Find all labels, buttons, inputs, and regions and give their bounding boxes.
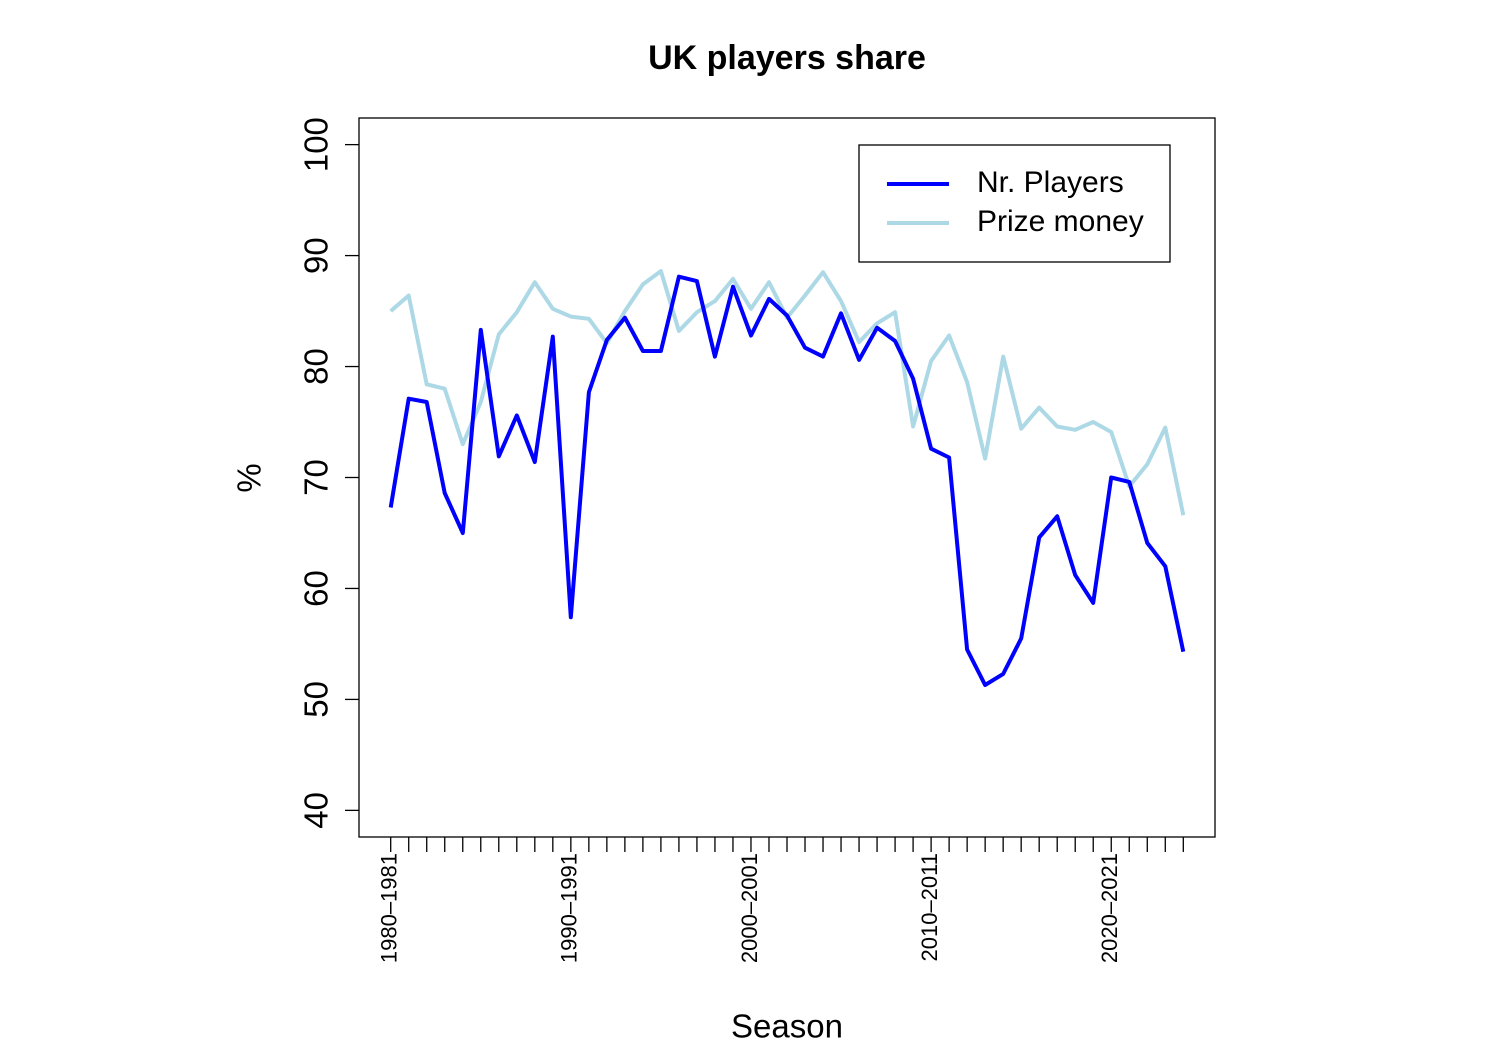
series-line [388, 274, 1186, 687]
x-tick-label: 1980–1981 [377, 853, 402, 963]
y-axis-label: % [231, 463, 268, 492]
series-line [389, 269, 1186, 516]
y-tick-label: 50 [298, 681, 335, 718]
x-axis-label: Season [731, 1008, 843, 1045]
legend-label: Nr. Players [977, 166, 1124, 199]
y-tick-label: 100 [298, 117, 335, 172]
y-tick-label: 70 [298, 459, 335, 496]
x-tick-label: 2010–2011 [917, 853, 942, 962]
x-tick-label: 2020–2021 [1097, 853, 1122, 963]
y-tick-label: 80 [298, 348, 335, 385]
x-tick-label: 2000–2001 [737, 853, 762, 963]
chart-title: UK players share [648, 39, 926, 77]
y-tick-label: 60 [298, 570, 335, 607]
y-tick-label: 90 [298, 237, 335, 274]
y-tick-label: 40 [298, 792, 335, 829]
legend-box [858, 144, 1171, 263]
legend-label: Prize money [977, 205, 1144, 238]
x-tick-label: 1990–1991 [557, 853, 582, 963]
